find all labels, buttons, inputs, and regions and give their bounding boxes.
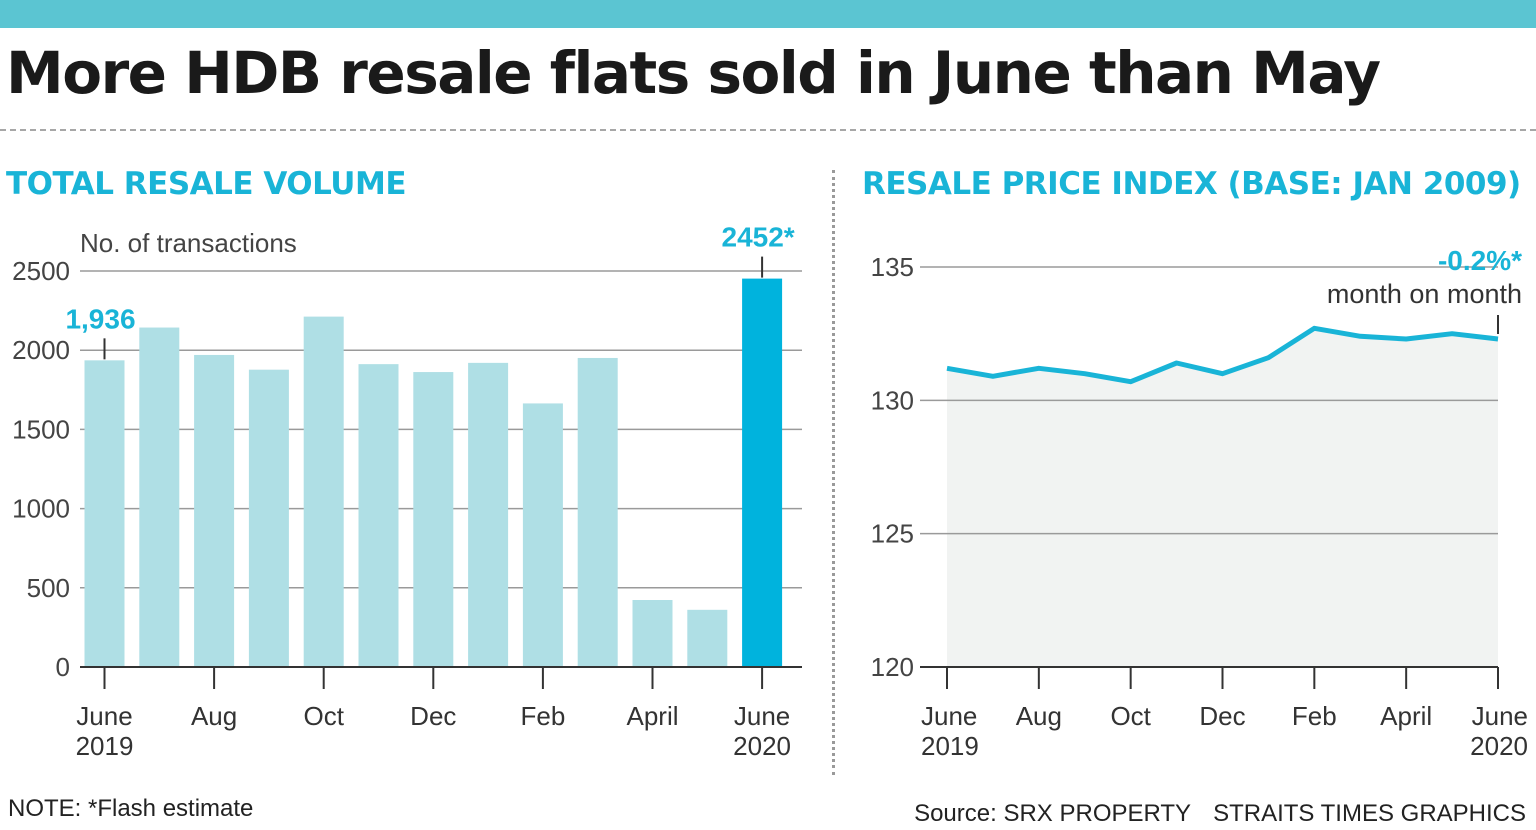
y-axis-label: No. of transactions [80, 228, 297, 258]
bar [139, 327, 180, 667]
x-tick-label: June [76, 701, 132, 731]
panel-divider [832, 170, 835, 775]
x-tick-label: April [1380, 701, 1432, 731]
bar [632, 599, 673, 667]
bar [303, 316, 344, 667]
data-label: -0.2%* [1438, 245, 1522, 276]
x-tick-label: Dec [410, 701, 456, 731]
bar [522, 403, 563, 667]
x-tick-label: April [626, 701, 678, 731]
y-tick-label: 130 [871, 385, 914, 415]
x-tick-label-year: 2019 [76, 731, 134, 761]
price-index-chart-title: RESALE PRICE INDEX (BASE: JAN 2009) [862, 166, 1521, 202]
data-label: 1,936 [65, 303, 135, 334]
x-tick-label: Feb [520, 701, 565, 731]
volume-chart-title: TOTAL RESALE VOLUME [6, 166, 407, 202]
y-tick-label: 120 [871, 652, 914, 682]
y-tick-label: 0 [56, 652, 70, 682]
x-tick-label: Aug [191, 701, 237, 731]
source-text: Source: SRX PROPERTY [914, 800, 1192, 827]
bar [468, 362, 509, 667]
x-tick-label-year: 2019 [921, 731, 979, 761]
data-label: 2452* [722, 222, 795, 253]
y-tick-label: 1000 [12, 494, 70, 524]
y-tick-label: 1500 [12, 414, 70, 444]
bar [84, 360, 125, 667]
bar [577, 357, 618, 667]
x-tick-label: June [921, 701, 977, 731]
bar [358, 364, 399, 667]
y-tick-label: 125 [871, 519, 914, 549]
y-tick-label: 135 [871, 252, 914, 282]
y-tick-label: 2000 [12, 335, 70, 365]
x-tick-label-year: 2020 [1470, 731, 1528, 761]
top-accent-bar [0, 0, 1536, 28]
credit-text: STRAITS TIMES GRAPHICS [1213, 800, 1526, 827]
x-tick-label: June [1472, 701, 1528, 731]
area-fill [947, 328, 1498, 667]
bar [413, 372, 454, 667]
annotation-text: month on month [1327, 279, 1522, 309]
bar [248, 369, 289, 667]
bar-highlight [742, 278, 783, 667]
x-tick-label: Feb [1292, 701, 1337, 731]
bar [194, 354, 235, 667]
bar [687, 609, 728, 667]
volume-bar-chart: 0 500 1000 1500 2000 2500 No. of transactions J… [12, 222, 802, 761]
y-tick-label: 2500 [12, 256, 70, 286]
headline: More HDB resale flats sold in June than … [6, 39, 1381, 107]
x-tick-label: June [734, 701, 790, 731]
x-tick-label: Aug [1016, 701, 1062, 731]
y-tick-label: 500 [27, 573, 70, 603]
series-line [946, 325, 1499, 385]
x-tick-label: Dec [1199, 701, 1245, 731]
x-tick-label: Oct [303, 701, 344, 731]
x-tick-label-year: 2020 [733, 731, 791, 761]
footnote: NOTE: *Flash estimate [8, 795, 254, 822]
source-line: Source: SRX PROPERTY STRAITS TIMES GRAPHI… [914, 800, 1526, 828]
x-tick-label: Oct [1110, 701, 1151, 731]
dashed-divider [0, 129, 1536, 131]
